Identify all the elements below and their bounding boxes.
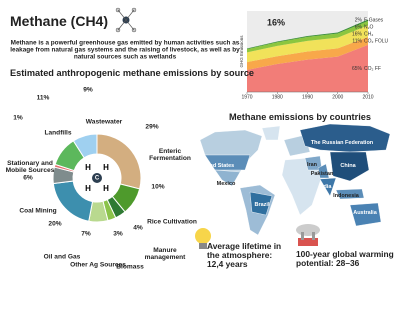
legend-share: 2% — [355, 18, 363, 24]
value-label: 6% — [23, 174, 33, 182]
country-label: Australia — [353, 209, 377, 216]
chimney-icon — [296, 224, 320, 246]
legend-share: 65% — [352, 66, 363, 72]
category-label: Biomass — [116, 263, 144, 271]
value-label: 3% — [113, 230, 123, 238]
country-label: Pakistan — [310, 170, 334, 177]
y-axis-label: GHG Emissions — [239, 35, 244, 68]
legend-label: CH₄ — [364, 32, 373, 38]
annotation: 16% — [267, 17, 285, 27]
category-label: Manure management — [144, 246, 186, 261]
value-label: 10% — [151, 183, 165, 191]
svg-text:H: H — [85, 184, 91, 193]
svg-text:H: H — [103, 184, 109, 193]
svg-text:H: H — [103, 163, 109, 172]
value-label: 4% — [133, 224, 143, 232]
x-tick-label: 1980 — [272, 94, 283, 100]
donut-center-icon: C H H H H — [75, 156, 119, 200]
country-label: The Russian Federation — [310, 139, 374, 146]
legend-label: F-Gases — [364, 18, 384, 24]
category-label: Landfills — [44, 129, 72, 137]
category-label: Stationary and Mobile Sources — [5, 159, 55, 174]
value-label: 9% — [83, 86, 93, 94]
value-label: 11% — [36, 94, 50, 102]
x-tick-label: 2000 — [332, 94, 343, 100]
value-label: 1% — [13, 114, 23, 122]
legend-label: CO₂ FOLU — [364, 39, 389, 45]
area — [247, 25, 368, 63]
value-label: 29% — [145, 123, 159, 131]
legend-label: CO₂ FF — [364, 66, 381, 72]
svg-text:C: C — [95, 176, 100, 182]
pie-title: Estimated anthropogenic methane emission… — [10, 68, 255, 78]
bulb-icon — [195, 228, 211, 249]
category-label: Wastewater — [85, 118, 123, 126]
fact: 100-year global warming potential: 28–36 — [296, 248, 394, 268]
country-label: Brazil — [254, 201, 270, 208]
title: Methane (CH4) — [10, 13, 109, 29]
country-label: The United States — [187, 162, 235, 169]
svg-text:H: H — [85, 163, 91, 172]
country-label: Iran — [306, 161, 318, 168]
category-label: Other Ag Sources — [70, 261, 126, 269]
country-label: China — [340, 162, 356, 169]
category-label: Oil and Gas — [43, 253, 81, 261]
area — [247, 36, 368, 70]
country-label: Mexico — [216, 180, 236, 187]
fact: Average lifetime in the atmosphere: 12,4… — [207, 241, 282, 270]
value-label: 7% — [81, 230, 91, 238]
x-tick-label: 1970 — [241, 94, 252, 100]
world-map — [199, 123, 391, 236]
x-tick-label: 1990 — [302, 94, 313, 100]
donut-slice — [72, 133, 98, 159]
legend-share: 16% — [352, 32, 363, 38]
area — [247, 19, 368, 50]
legend-label: N₂O — [364, 25, 374, 31]
description: Methane is a powerful greenhouse gas emi… — [10, 39, 240, 61]
category-label: Enteric Fermentation — [149, 147, 191, 162]
country-label: Indonesia — [333, 192, 359, 199]
value-label: 20% — [48, 220, 62, 228]
category-label: Coal Mining — [19, 207, 57, 215]
molecule-icon — [115, 7, 137, 33]
map-title: Methane emissions by countries — [229, 111, 371, 122]
country-label: India — [318, 183, 332, 190]
legend-share: 11% — [352, 39, 362, 45]
area — [247, 21, 368, 53]
category-label: Rice Cultivation — [147, 218, 197, 226]
x-tick-label: 2010 — [362, 94, 373, 100]
legend-share: 6% — [355, 25, 363, 31]
